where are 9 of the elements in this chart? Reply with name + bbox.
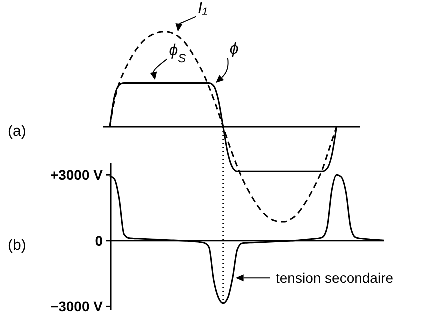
- text: (a): [8, 123, 26, 140]
- series-label: I₁: [198, 0, 208, 17]
- series-label: ϕ: [230, 41, 239, 58]
- legend-label: tension secondaire: [276, 270, 394, 286]
- annotation: ϕ$_{S}$: [169, 42, 186, 66]
- y-tick-label: −3000 V: [50, 298, 104, 315]
- text: (b): [8, 237, 26, 254]
- y-tick-label: +3000 V: [50, 167, 104, 184]
- y-tick-label: 0: [95, 232, 104, 249]
